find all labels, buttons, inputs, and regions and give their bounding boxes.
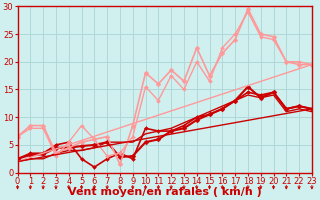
X-axis label: Vent moyen/en rafales ( km/h ): Vent moyen/en rafales ( km/h ) (68, 187, 262, 197)
